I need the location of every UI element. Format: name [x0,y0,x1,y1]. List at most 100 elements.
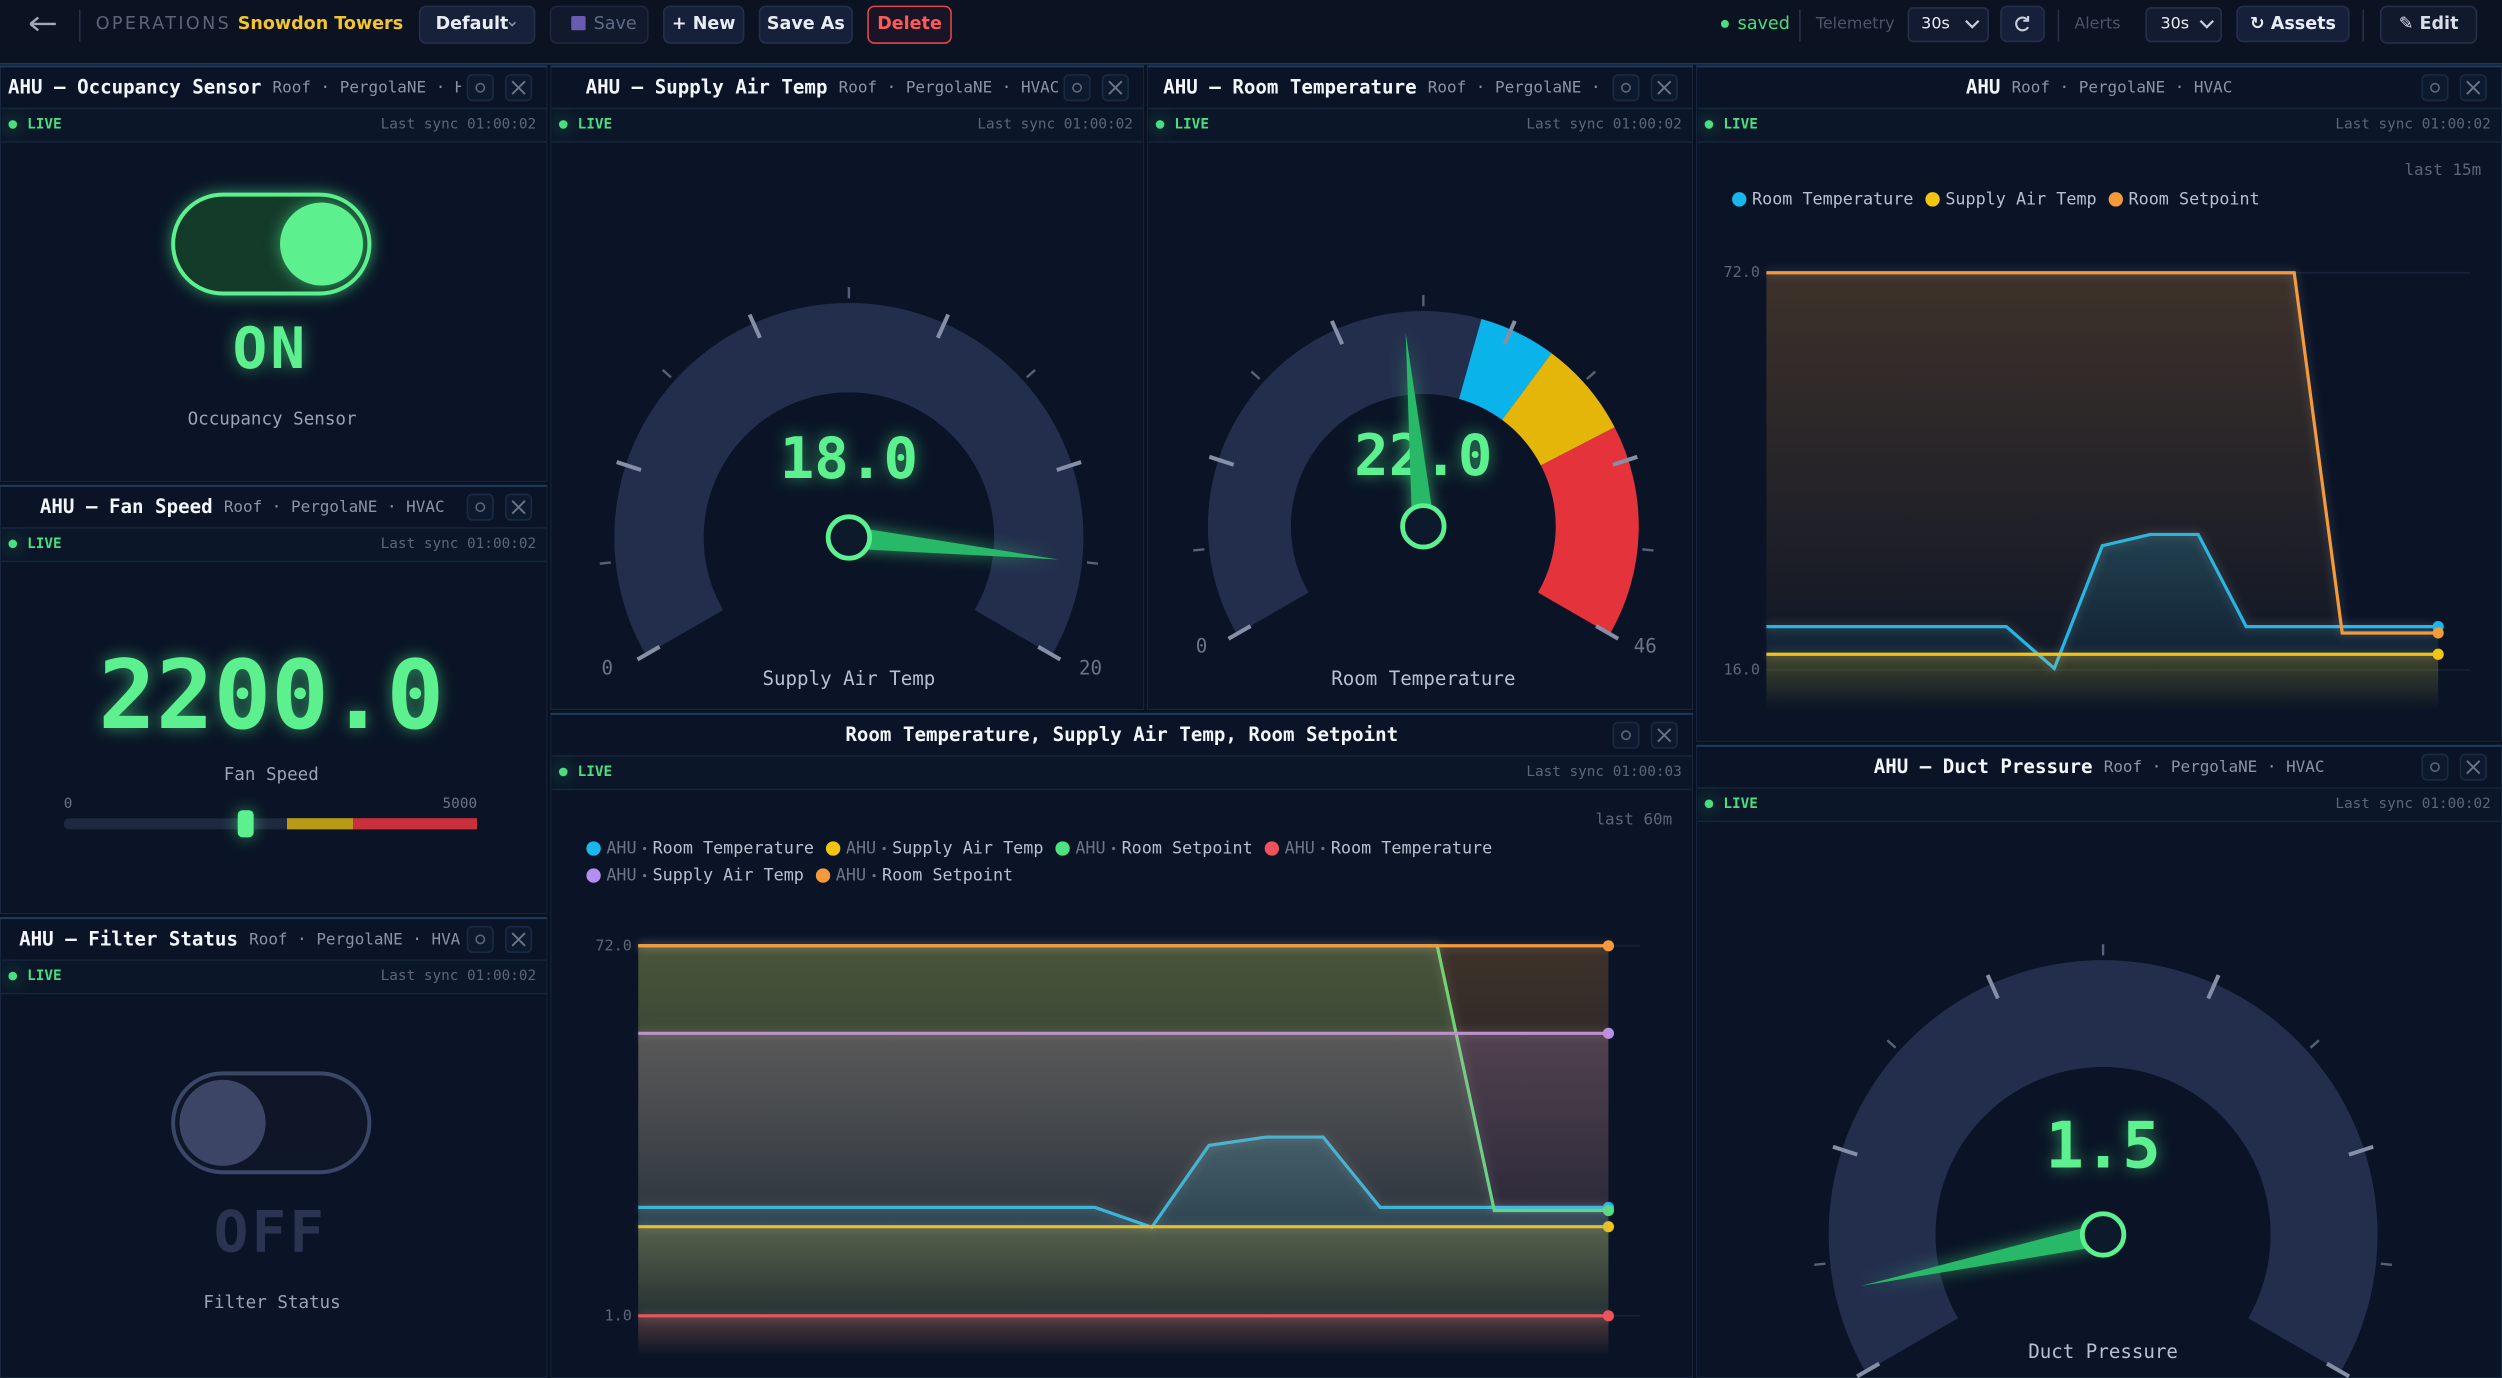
legend-name: Room Setpoint [2129,188,2260,208]
series-end-dot [2432,627,2444,639]
legend-item[interactable]: AHU Room Temperature [1264,837,1493,857]
gauge-tick [2309,1039,2320,1049]
close-icon [511,932,526,947]
gauge-tick [636,645,661,662]
refresh-button[interactable] [2000,5,2045,43]
legend-item[interactable]: AHU Supply Air Temp [586,865,804,885]
legend-item[interactable]: AHU Supply Air Temp [825,837,1043,857]
settings-button[interactable] [2421,74,2449,102]
y-tick-label: 1.0 [605,1306,632,1324]
legend-swatch [2108,192,2123,207]
gauge-tick [2325,1361,2351,1378]
gauge-tick [1193,548,1205,552]
legend-swatch [825,841,841,856]
chevron [1965,19,1980,29]
legend-name: Supply Air Temp [653,865,804,885]
widget: Room Temperature, Supply Air Temp, Room … [550,712,1693,1378]
legend-separator [643,846,647,851]
widget-header: AHU — Room Temperature Roof · PergolaNE ·… [1163,75,1639,98]
widget-location: Roof · PergolaNE · HVAC [839,77,1060,96]
legend-separator [1111,846,1116,851]
legend-name: Room Setpoint [1122,837,1253,857]
toggle-knob [280,202,364,286]
save-label: Save [594,14,637,34]
legend-item[interactable]: AHU Room Setpoint [815,865,1013,885]
live-row [1,527,546,562]
gauge-min: 0 [602,656,614,679]
settings-button[interactable] [466,493,494,521]
series-end-dot [1602,940,1615,952]
alerts-value: 30s [2161,13,2190,32]
gauge-tick [1642,548,1654,552]
delete-button[interactable] [867,5,952,44]
gauge-tick [1856,1361,1881,1378]
layout-select[interactable] [418,5,536,44]
save-button[interactable] [549,5,649,44]
legend-source: AHU [606,837,636,857]
widget: AHU Roof · PergolaNE · HVAC LIVE Last sync … [1696,65,2502,742]
settings-icon [475,502,486,513]
new-button[interactable] [662,5,745,44]
legend-separator [882,846,886,851]
legend-item[interactable]: Room Setpoint [2108,188,2260,208]
assets-button[interactable] [2236,5,2350,43]
header: AHU — Duct Pressure Roof · PergolaNE · HV… [1874,755,2325,778]
last-sync: Last sync 01:00:02 [381,116,536,132]
live-dot [1704,120,1714,129]
live-status: LIVE [1174,116,1209,132]
last-sync: Last sync 01:00:03 [1526,764,1681,780]
widget-title: AHU — Supply Air Temp [586,75,828,98]
widget-title: Room Temperature, Supply Air Temp, Room … [845,723,1398,746]
legend-swatch [586,868,601,883]
gauge-arc [1828,960,2378,1372]
toolbar: OPERATIONS Snowdon Towers Default Save +… [0,0,2502,65]
gauge-hub [825,514,873,561]
live-status: LIVE [1723,116,1758,132]
legend-item[interactable]: Room Temperature [1732,188,1913,208]
close-icon [1108,80,1123,95]
slider-band [286,818,354,830]
alerts-select[interactable] [2145,7,2222,43]
live-dot [558,120,568,129]
settings-button[interactable] [1612,721,1640,749]
gauge-needle [1861,1223,2106,1286]
scale-min: 0 [64,796,73,812]
edit-button[interactable] [2379,5,2478,44]
gauge-hub [1400,503,1447,550]
live-dot [8,971,18,981]
save-icon [571,15,586,31]
settings-button[interactable] [1063,74,1091,102]
legend-name: Room Temperature [1752,188,1913,208]
settings-button[interactable] [466,74,494,102]
slider-knob [237,810,254,838]
legend-swatch [815,868,831,883]
widget-header: AHU — Duct Pressure Roof · PergolaNE · HV… [1874,755,2325,778]
back-button[interactable] [29,16,56,32]
legend-item[interactable]: Supply Air Temp [1925,188,2097,208]
save-as-button[interactable] [758,5,853,44]
settings-button[interactable] [466,925,494,953]
toolbar-bg [0,0,2502,64]
widget-title: AHU — Occupancy Sensor [8,75,261,98]
gauge-arc [614,303,1084,655]
legend-item[interactable]: AHU Room Setpoint [1055,837,1253,857]
legend-source: AHU [836,865,866,885]
live-status: LIVE [27,536,62,552]
gauge-tick [1985,974,2000,1000]
settings-button[interactable] [1612,74,1640,102]
close-icon [2466,760,2481,775]
gauge-tick [1056,460,1082,472]
legend-swatch [1055,841,1070,856]
close-icon [1657,728,1672,743]
settings-button[interactable] [2421,753,2449,781]
telemetry-select[interactable] [1907,7,1989,43]
widget-location: Roof · PergolaNE · HVA [1428,77,1640,96]
live-row [1148,108,1692,142]
gauge-tick [1814,1262,1826,1266]
gauge-tick [1586,370,1597,380]
legend-name: Room Temperature [653,837,814,857]
gauge-band [1538,427,1639,634]
legend-item[interactable]: AHU Room Temperature [586,837,814,857]
gauge-needle [1405,332,1435,528]
